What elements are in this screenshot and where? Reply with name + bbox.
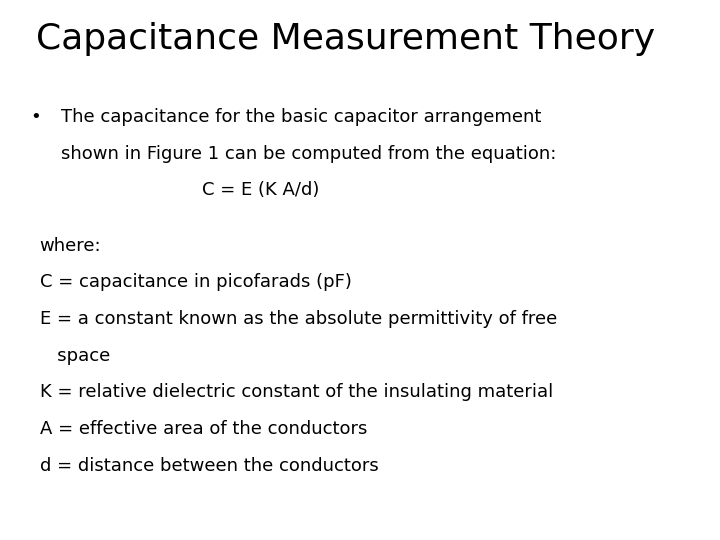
Text: Capacitance Measurement Theory: Capacitance Measurement Theory [36,22,655,56]
Text: where:: where: [40,237,102,254]
Text: C = capacitance in picofarads (pF): C = capacitance in picofarads (pF) [40,273,351,291]
Text: A = effective area of the conductors: A = effective area of the conductors [40,420,367,438]
Text: K = relative dielectric constant of the insulating material: K = relative dielectric constant of the … [40,383,553,401]
Text: E = a constant known as the absolute permittivity of free: E = a constant known as the absolute per… [40,310,557,328]
Text: d = distance between the conductors: d = distance between the conductors [40,457,378,475]
Text: shown in Figure 1 can be computed from the equation:: shown in Figure 1 can be computed from t… [61,145,557,163]
Text: C = E (K A/d): C = E (K A/d) [202,181,319,199]
Text: The capacitance for the basic capacitor arrangement: The capacitance for the basic capacitor … [61,108,541,126]
Text: space: space [40,347,110,364]
Text: •: • [30,108,41,126]
